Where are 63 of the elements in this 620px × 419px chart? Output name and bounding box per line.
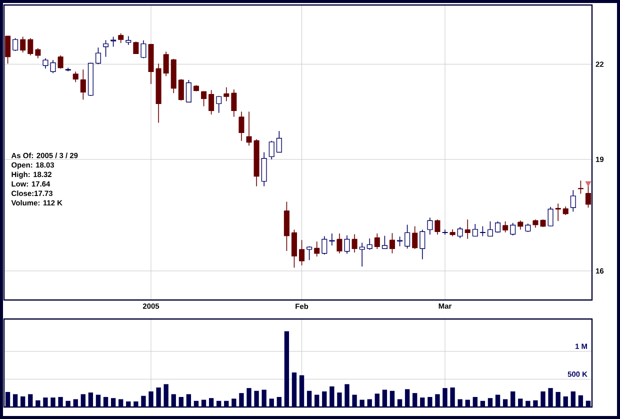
candlestick: [570, 190, 576, 212]
candlestick: [65, 67, 71, 72]
candlestick: [374, 233, 380, 250]
candlestick: [299, 240, 305, 266]
candlestick: [472, 224, 478, 237]
candlestick: [510, 222, 516, 236]
candlestick: [306, 246, 312, 260]
candlestick: [397, 236, 403, 247]
candlestick: [480, 226, 486, 237]
candlestick: [366, 238, 372, 250]
candlestick: [58, 54, 64, 70]
candlestick: [231, 89, 237, 118]
candlestick: [5, 36, 11, 64]
candlestick: [224, 86, 230, 102]
candlestick: [548, 206, 554, 227]
candlestick: [103, 40, 109, 58]
candlestick: [382, 235, 388, 249]
candlestick: [208, 90, 214, 115]
candlestick: [336, 233, 342, 254]
candlestick: [238, 111, 244, 142]
candlestick: [578, 180, 584, 194]
candlestick: [352, 234, 358, 253]
candlestick: [329, 233, 335, 246]
candlestick: [118, 32, 124, 44]
candlestick: [216, 96, 222, 114]
candlestick: [20, 36, 26, 53]
candlestick: [201, 90, 207, 107]
candlestick: [140, 40, 146, 59]
candlestick: [186, 80, 192, 103]
candlestick: [502, 220, 508, 233]
candlestick: [35, 48, 41, 59]
candlestick: [246, 111, 252, 146]
candlestick: [314, 241, 320, 257]
candlestick: [110, 36, 116, 48]
candlestick: [457, 226, 463, 239]
candlestick: [420, 229, 426, 260]
candlestick: [268, 140, 274, 160]
candlestick: [12, 38, 18, 52]
candlestick: [80, 69, 86, 100]
candlestick: [487, 220, 493, 237]
candlestick: [442, 229, 448, 235]
candlestick: [359, 242, 365, 267]
candlestick: [389, 232, 395, 254]
candlestick: [95, 47, 101, 65]
candlestick: [72, 71, 78, 83]
candlestick: [178, 78, 184, 101]
candlestick: [322, 236, 328, 255]
candlestick: [163, 51, 169, 76]
candlestick: [291, 229, 297, 268]
candlestick: [261, 152, 267, 187]
candlestick: [412, 226, 418, 250]
candlestick: [404, 224, 410, 249]
candlestick: [344, 234, 350, 254]
candlestick: [555, 203, 561, 222]
candlestick: [518, 220, 524, 230]
candlestick: [50, 60, 56, 74]
candlestick: [434, 219, 440, 235]
candlestick: [133, 41, 139, 54]
candlestick: [464, 219, 470, 240]
candlestick: [28, 38, 34, 56]
candlestick: [42, 58, 48, 70]
candlestick: [427, 217, 433, 235]
candlestick: [276, 130, 282, 153]
